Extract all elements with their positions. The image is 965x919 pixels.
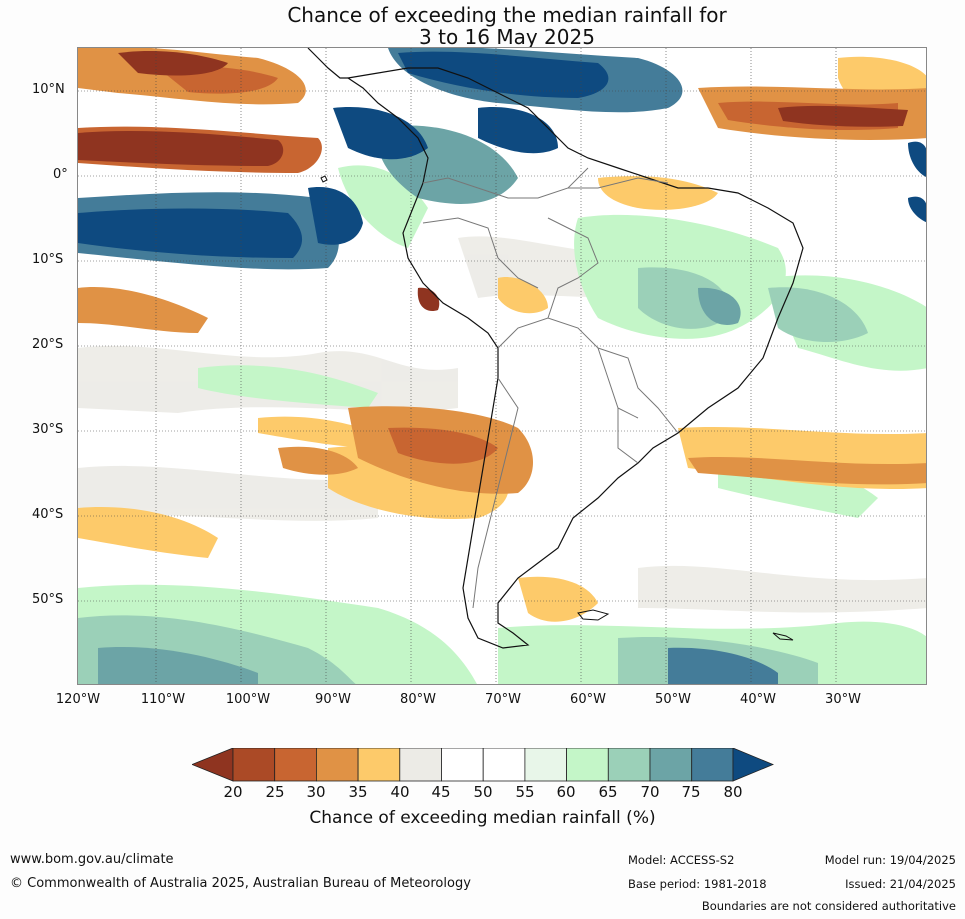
colorbar-bin-40-45 bbox=[399, 748, 442, 782]
colorbar-tick-40: 40 bbox=[390, 783, 410, 801]
lat-label-20s: 20°S bbox=[32, 337, 64, 352]
colorbar-tick-65: 65 bbox=[598, 783, 618, 801]
colorbar-low-extension bbox=[192, 748, 234, 782]
lon-label-90w: 90°W bbox=[315, 692, 351, 707]
map-title: Chance of exceeding the median rainfall … bbox=[0, 4, 965, 48]
title-line-1: Chance of exceeding the median rainfall … bbox=[287, 3, 727, 27]
lon-label-30w: 30°W bbox=[825, 692, 861, 707]
colorbar-bin-60-65 bbox=[566, 748, 609, 782]
map-canvas bbox=[78, 48, 926, 684]
colorbar-bin-50-55 bbox=[482, 748, 526, 782]
colorbar-bin-70-75 bbox=[649, 748, 693, 782]
colorbar-tick-20: 20 bbox=[223, 783, 243, 801]
boundaries-disclaimer: Boundaries are not considered authoritat… bbox=[701, 899, 956, 913]
colorbar-bin-30-35 bbox=[316, 748, 359, 782]
central-america-coastline bbox=[307, 48, 348, 79]
colorbar-bin-25-30 bbox=[274, 748, 317, 782]
bom-website-link[interactable]: www.bom.gov.au/climate bbox=[10, 852, 174, 867]
falkland-islands bbox=[577, 609, 610, 621]
colorbar-tick-60: 60 bbox=[556, 783, 576, 801]
title-line-2: 3 to 16 May 2025 bbox=[419, 25, 595, 49]
lon-label-70w: 70°W bbox=[485, 692, 521, 707]
colorbar-tick-55: 55 bbox=[515, 783, 535, 801]
copyright-text: © Commonwealth of Australia 2025, Austra… bbox=[10, 876, 471, 891]
colorbar-bin-65-70 bbox=[607, 748, 651, 782]
colorbar-tick-50: 50 bbox=[473, 783, 493, 801]
lat-label-0: 0° bbox=[53, 167, 68, 182]
lat-label-40s: 40°S bbox=[32, 507, 64, 522]
colorbar-bin-35-40 bbox=[357, 748, 401, 782]
colorbar-bin-20-25 bbox=[232, 748, 276, 782]
colorbar bbox=[192, 748, 774, 782]
south-georgia bbox=[772, 632, 794, 641]
lat-label-50s: 50°S bbox=[32, 592, 64, 607]
galapagos-islands bbox=[320, 175, 328, 183]
colorbar-tick-80: 80 bbox=[723, 783, 743, 801]
south-america-coastline bbox=[346, 67, 804, 649]
lat-label-10n: 10°N bbox=[32, 82, 65, 97]
drier-below-25-regions bbox=[78, 51, 908, 312]
lon-label-60w: 60°W bbox=[570, 692, 606, 707]
wetter-65-75-regions bbox=[78, 125, 868, 684]
colorbar-high-extension bbox=[732, 748, 774, 782]
lat-label-10s: 10°S bbox=[32, 252, 64, 267]
colorbar-bin-75-80 bbox=[691, 748, 734, 782]
graticule bbox=[78, 48, 926, 684]
lon-label-100w: 100°W bbox=[225, 692, 271, 707]
issued-date: Issued: 21/04/2025 bbox=[845, 877, 956, 891]
colorbar-tick-45: 45 bbox=[431, 783, 451, 801]
model-run-date: Model run: 19/04/2025 bbox=[824, 853, 956, 867]
lon-label-50w: 50°W bbox=[655, 692, 691, 707]
base-period: Base period: 1981-2018 bbox=[628, 877, 767, 891]
rainfall-probability-map[interactable] bbox=[77, 47, 927, 685]
lon-label-120w: 120°W bbox=[55, 692, 101, 707]
colorbar-bin-55-60 bbox=[524, 748, 567, 782]
lon-label-80w: 80°W bbox=[400, 692, 436, 707]
colorbar-tick-35: 35 bbox=[348, 783, 368, 801]
colorbar-tick-75: 75 bbox=[681, 783, 701, 801]
colorbar-tick-25: 25 bbox=[265, 783, 285, 801]
lon-label-40w: 40°W bbox=[740, 692, 776, 707]
colorbar-tick-30: 30 bbox=[306, 783, 326, 801]
colorbar-title: Chance of exceeding median rainfall (%) bbox=[309, 808, 656, 828]
colorbar-tick-70: 70 bbox=[640, 783, 660, 801]
lat-label-30s: 30°S bbox=[32, 422, 64, 437]
country-borders bbox=[422, 167, 679, 609]
model-name: Model: ACCESS-S2 bbox=[628, 853, 735, 867]
colorbar-bin-45-50 bbox=[441, 748, 484, 782]
lon-label-110w: 110°W bbox=[140, 692, 186, 707]
